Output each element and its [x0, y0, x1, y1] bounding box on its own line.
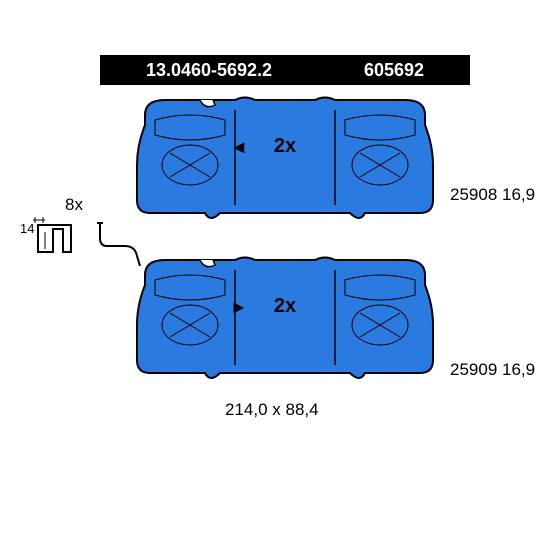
- part-number: 13.0460-5692.2: [146, 60, 272, 81]
- arrow-left-icon: ◄: [230, 137, 248, 158]
- clip-qty: 8x: [65, 195, 83, 215]
- pad-bottom-qty: 2x: [274, 295, 296, 318]
- pad-top-shape: [135, 95, 435, 223]
- clip-icon: [33, 217, 73, 262]
- spring-icon: [95, 218, 145, 268]
- dimensions-label: 214,0 x 88,4: [225, 400, 319, 420]
- pad-bottom-shape: [135, 255, 435, 383]
- clip-group: 8x 14: [15, 195, 95, 275]
- ref-label-bottom: 25909 16,9: [450, 360, 535, 380]
- brake-pad-top: 2x ◄: [135, 95, 435, 223]
- arrow-right-icon: ►: [230, 297, 248, 318]
- brake-pad-bottom: 2x ►: [135, 255, 435, 383]
- ref-label-top: 25908 16,9: [450, 185, 535, 205]
- part-code: 605692: [364, 60, 424, 81]
- pad-top-qty: 2x: [274, 135, 296, 158]
- header-bar: 13.0460-5692.2 605692: [100, 55, 470, 85]
